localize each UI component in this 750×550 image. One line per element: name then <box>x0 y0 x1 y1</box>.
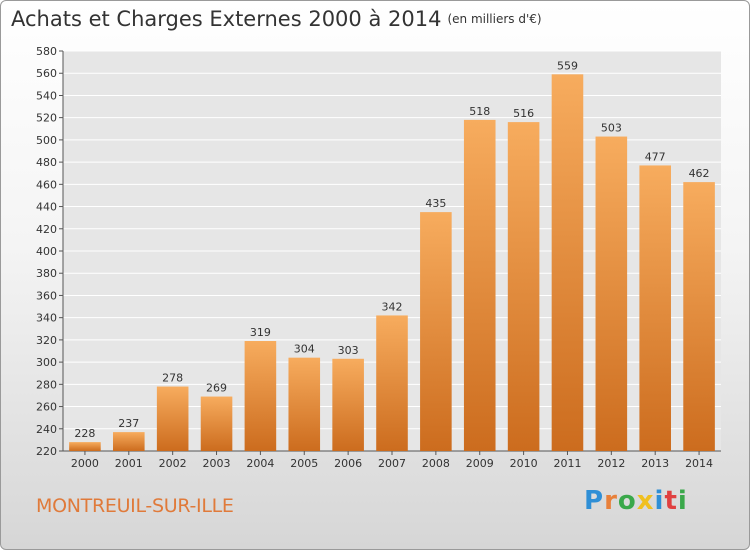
bar-value-label: 559 <box>557 59 578 72</box>
logo-letter: i <box>677 486 688 516</box>
x-tick-label: 2006 <box>334 457 362 470</box>
chart-title-text: Achats et Charges Externes 2000 à 2014 <box>11 7 442 31</box>
bar-value-label: 435 <box>425 197 446 210</box>
bar <box>288 357 321 451</box>
bar <box>376 315 408 451</box>
bar <box>595 136 628 452</box>
y-tick-label: 520 <box>36 112 57 125</box>
y-tick-label: 320 <box>36 334 57 347</box>
y-tick-label: 240 <box>36 423 57 436</box>
chart-subtitle: (en milliers d'€) <box>447 12 542 26</box>
y-tick-label: 360 <box>36 289 57 302</box>
bar <box>463 119 496 451</box>
bar <box>244 341 277 451</box>
bar-value-label: 269 <box>206 382 227 395</box>
bar <box>200 396 233 451</box>
bar <box>639 165 671 451</box>
logo-letter: r <box>604 486 618 516</box>
y-tick-label: 220 <box>36 445 57 458</box>
x-tick-label: 2000 <box>71 457 99 470</box>
y-tick-label: 260 <box>36 401 57 414</box>
bar-value-label: 516 <box>513 107 534 120</box>
bar <box>156 386 189 451</box>
logo-letter: t <box>664 486 678 516</box>
bar-value-label: 477 <box>645 150 666 163</box>
bar-value-label: 228 <box>74 427 95 440</box>
bar <box>420 212 452 451</box>
y-tick-label: 540 <box>36 89 57 102</box>
y-tick-label: 300 <box>36 356 57 369</box>
y-tick-label: 340 <box>36 312 57 325</box>
logo-letter: x <box>636 486 655 516</box>
logo-letter: i <box>654 486 665 516</box>
y-tick-label: 280 <box>36 378 57 391</box>
x-tick-label: 2014 <box>685 457 713 470</box>
bar <box>332 358 364 451</box>
bar-value-label: 237 <box>118 417 139 430</box>
bar <box>507 122 540 451</box>
bar <box>551 74 584 451</box>
x-tick-label: 2008 <box>422 457 450 470</box>
y-tick-label: 400 <box>36 245 57 258</box>
y-tick-label: 380 <box>36 267 57 280</box>
bar-value-label: 303 <box>338 344 359 357</box>
bar-value-label: 304 <box>294 343 315 356</box>
bar <box>683 182 715 451</box>
proxiti-logo: Proxiti <box>584 486 688 516</box>
y-tick-label: 480 <box>36 156 57 169</box>
x-tick-label: 2003 <box>203 457 231 470</box>
logo-letter: P <box>584 486 605 516</box>
x-tick-label: 2009 <box>466 457 494 470</box>
x-tick-label: 2005 <box>290 457 318 470</box>
x-tick-label: 2007 <box>378 457 406 470</box>
x-tick-label: 2001 <box>115 457 143 470</box>
y-tick-label: 440 <box>36 201 57 214</box>
bar-value-label: 503 <box>601 122 622 135</box>
y-tick-label: 560 <box>36 67 57 80</box>
x-tick-label: 2013 <box>641 457 669 470</box>
y-tick-label: 420 <box>36 223 57 236</box>
x-tick-label: 2011 <box>553 457 581 470</box>
x-tick-label: 2012 <box>597 457 625 470</box>
commune-name: MONTREUIL-SUR-ILLE <box>36 495 234 517</box>
x-tick-label: 2010 <box>510 457 538 470</box>
y-tick-label: 500 <box>36 134 57 147</box>
y-tick-label: 580 <box>36 45 57 58</box>
bar-value-label: 278 <box>162 372 183 385</box>
bar-value-label: 342 <box>382 300 403 313</box>
bar <box>113 432 145 451</box>
logo-letter: o <box>617 486 637 516</box>
bar-value-label: 518 <box>469 105 490 118</box>
chart-title: Achats et Charges Externes 2000 à 2014 (e… <box>11 7 542 31</box>
bar-value-label: 462 <box>689 167 710 180</box>
bar-value-label: 319 <box>250 326 271 339</box>
x-tick-label: 2004 <box>246 457 274 470</box>
bar <box>69 442 101 451</box>
y-tick-label: 460 <box>36 178 57 191</box>
x-tick-label: 2002 <box>159 457 187 470</box>
